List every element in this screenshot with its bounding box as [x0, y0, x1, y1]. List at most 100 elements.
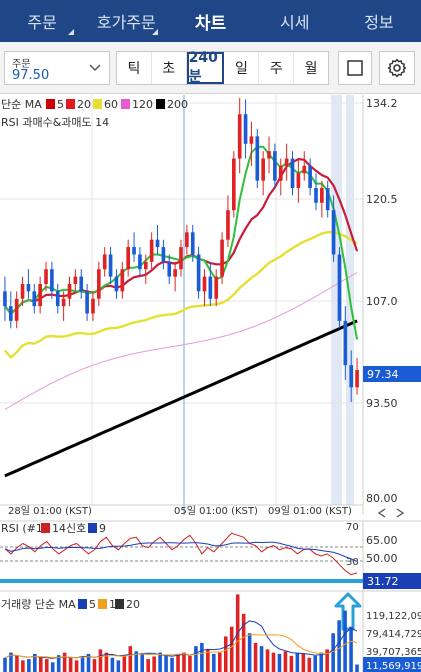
candle-body: [208, 276, 213, 299]
volume-bar: [56, 655, 61, 672]
candle-body: [314, 188, 318, 203]
volume-bar: [349, 626, 353, 672]
volume-tick: 119,122,094: [366, 611, 421, 622]
tab-info[interactable]: 정보: [337, 0, 421, 42]
volume-bar: [241, 613, 246, 672]
candle-body: [232, 158, 236, 211]
volume-bar: [164, 655, 168, 672]
period-240min-button[interactable]: 240분: [186, 50, 225, 85]
volume-bar: [206, 649, 210, 672]
candle-body: [149, 239, 154, 262]
volume-bar: [265, 649, 270, 672]
volume-title: 거래량 단순 MA: [1, 598, 76, 611]
candle-body: [290, 158, 295, 189]
ma200-path: [4, 319, 358, 478]
candle-body: [8, 306, 13, 321]
order-dropdown[interactable]: 주문 97.50: [4, 51, 110, 85]
volume-bar: [313, 655, 318, 672]
candle-body: [278, 165, 283, 181]
candle-body: [50, 269, 54, 292]
volume-bar: [110, 657, 115, 672]
ma200-swatch: [156, 99, 165, 109]
ma120-line: [4, 272, 358, 410]
volume-bar: [140, 653, 145, 672]
current-price-label: 97.34: [367, 368, 399, 381]
price-tick: 120.5: [366, 193, 398, 206]
candle-body: [267, 151, 271, 159]
ma-legend: 단순 MA 5 20 60 120 200 RSI 과매수&과매도 14: [1, 98, 188, 129]
volume-bar: [200, 642, 204, 672]
volume-bar: [253, 642, 258, 672]
candle-body: [355, 370, 359, 388]
period-month-button[interactable]: 월: [304, 61, 318, 77]
scroll-arrows[interactable]: [377, 508, 405, 518]
candle-body: [185, 232, 189, 248]
volume-bar: [277, 653, 282, 672]
price-chart[interactable]: 134.2 120.5 107.0 93.50 80.00 97.34 단순 M…: [0, 95, 421, 672]
volume-bar: [343, 610, 347, 672]
volume-bar: [62, 652, 67, 672]
candle-body: [202, 276, 207, 292]
vol-ma10-swatch: [98, 599, 107, 609]
candlestick-series: [3, 98, 359, 403]
chevron-left-icon[interactable]: [377, 508, 386, 518]
candle-body: [44, 269, 48, 284]
tab-info-label: 정보: [364, 13, 394, 32]
volume-bar: [271, 652, 276, 672]
candle-body: [349, 365, 354, 388]
volume-bar: [229, 626, 234, 672]
tab-quote-order[interactable]: 호가주문: [84, 0, 168, 42]
volume-bar: [283, 651, 288, 672]
candle-body: [325, 188, 330, 211]
tab-chart[interactable]: 차트: [168, 0, 252, 42]
candle-body: [308, 165, 312, 189]
rsi-signal-label: 신호: [66, 522, 86, 535]
volume-bar: [259, 646, 264, 672]
rsi-overlay-label: RSI 과매수&과매도 14: [1, 116, 109, 129]
rsi-current-tag: [363, 573, 421, 589]
candle-body: [302, 165, 307, 174]
volume-bar: [86, 653, 91, 672]
caret-icon: [152, 29, 159, 35]
current-price-tag: [363, 366, 421, 382]
chart-toolbar: 주문 97.50 틱 초 240분 일 주 월: [0, 42, 421, 94]
ma200-label: 200: [167, 98, 188, 111]
candle-body: [167, 261, 172, 277]
tab-quotes[interactable]: 시세: [253, 0, 337, 42]
rsi-swatch: [41, 523, 50, 533]
time-axis: 28일 01:00 (KST) 05일 01:00 (KST) 09일 01:0…: [8, 505, 352, 517]
candle-body: [261, 158, 265, 181]
volume-bar: [337, 620, 341, 672]
period-tick-button[interactable]: 틱: [117, 52, 152, 84]
period-day-button[interactable]: 일: [224, 52, 260, 84]
candle-body: [320, 188, 324, 203]
settings-button[interactable]: [379, 51, 415, 85]
period-second-button[interactable]: 초: [152, 52, 187, 84]
candle-body: [3, 291, 7, 307]
volume-bar: [27, 659, 31, 672]
volume-bar: [247, 633, 252, 672]
fullscreen-button[interactable]: [338, 51, 372, 85]
candle-body: [32, 291, 37, 307]
price-tick: 107.0: [366, 295, 398, 308]
ma120-path: [4, 272, 358, 410]
gear-icon: [387, 58, 407, 78]
period-week-button[interactable]: 주: [259, 52, 295, 84]
candle-body: [26, 283, 31, 292]
volume-bar: [188, 655, 192, 672]
chevron-right-icon[interactable]: [396, 508, 405, 518]
tab-chart-label: 차트: [194, 13, 227, 34]
volume-bar: [33, 653, 37, 672]
time-tick: 28일 01:00 (KST): [8, 505, 92, 517]
period-selector: 틱 초 240분 일 주 월: [116, 50, 329, 85]
volume-current-label: 11,569,919: [366, 661, 421, 672]
tab-order[interactable]: 주문: [0, 0, 84, 42]
ma200-line: [4, 319, 358, 478]
volume-bar: [355, 664, 359, 672]
price-tick: 93.50: [366, 397, 398, 410]
rsi-level-bottom: 30: [346, 557, 359, 568]
volume-bar: [80, 656, 85, 672]
volume-tick: 79,414,729: [366, 629, 421, 640]
candle-body: [196, 254, 201, 292]
ma120-swatch: [121, 99, 130, 109]
